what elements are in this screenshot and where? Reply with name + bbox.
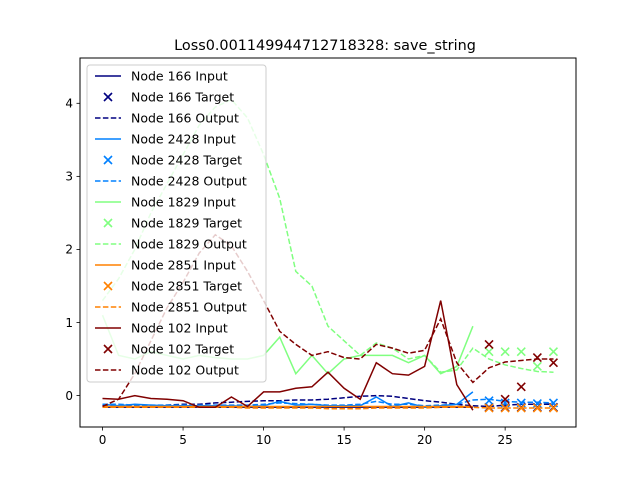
node-2428-target-point — [484, 396, 494, 406]
node-2851-target-point — [548, 403, 559, 413]
y-tick-label: 0 — [65, 389, 73, 403]
legend-handle-node-1829-target — [103, 218, 113, 228]
chart-title: Loss0.001149944712718328: save_string — [174, 38, 476, 54]
node-102-target-point — [516, 382, 526, 392]
node-102-output-line — [102, 233, 554, 408]
node-102-target-point — [500, 394, 510, 404]
x-tick-label: 5 — [179, 433, 187, 447]
legend-label-node-102-target: Node 102 Target — [131, 342, 234, 357]
axis-ticks: 0 5 10 15 20 25 0 1 2 3 4 — [65, 97, 512, 447]
legend-box — [86, 64, 267, 383]
node-102-input-line — [102, 300, 474, 411]
node-2851-target-point — [500, 403, 510, 413]
legend-label-node-1829-input: Node 1829 Input — [131, 195, 236, 210]
node-2428-output-line — [102, 398, 554, 407]
x-tick-label: 15 — [336, 433, 351, 447]
x-tick-label: 25 — [498, 433, 513, 447]
legend-label-node-166-output: Node 166 Output — [131, 111, 239, 126]
node-2851-target-point — [532, 403, 542, 413]
x-tick-label: 10 — [256, 433, 271, 447]
node-102-target-point — [548, 358, 559, 368]
legend-label-node-102-output: Node 102 Output — [131, 363, 239, 378]
legend-label-node-1829-target: Node 1829 Target — [131, 216, 242, 231]
legend-label-node-2851-target: Node 2851 Target — [131, 279, 242, 294]
node-1829-target-point — [548, 347, 559, 357]
y-tick-label: 2 — [65, 243, 73, 257]
legend-label-node-2428-input: Node 2428 Input — [131, 132, 236, 147]
legend-label-node-166-input: Node 166 Input — [131, 69, 228, 84]
legend-label-node-2851-output: Node 2851 Output — [131, 300, 247, 315]
y-tick-label: 1 — [65, 316, 73, 330]
legend-label-node-102-input: Node 102 Input — [131, 321, 228, 336]
plot-area — [101, 98, 559, 413]
node-102-target-point — [484, 339, 494, 349]
node-1829-target-point — [532, 361, 542, 371]
legend-handle-node-2851-target — [103, 281, 113, 291]
legend: Node 166 Input Node 166 Target Node 166 Ou… — [86, 64, 267, 383]
y-tick-label: 3 — [65, 170, 73, 184]
node-102-target-point — [532, 353, 542, 363]
node-1829-target-point — [500, 347, 510, 357]
legend-label-node-1829-output: Node 1829 Output — [131, 237, 247, 252]
node-1829-target-point — [484, 347, 494, 357]
legend-handle-node-102-target — [103, 344, 113, 354]
y-tick-label: 4 — [65, 97, 73, 111]
x-tick-label: 0 — [99, 433, 107, 447]
legend-handle-node-2428-target — [103, 155, 113, 165]
node-1829-target-point — [516, 347, 526, 357]
x-tick-label: 20 — [417, 433, 432, 447]
node-2851-output-line — [102, 406, 554, 410]
axes-frame — [79, 57, 577, 428]
legend-handle-node-166-target — [103, 92, 113, 102]
node-1829-output-line — [101, 98, 554, 373]
node-2851-target-point — [484, 403, 494, 413]
legend-label-node-2428-target: Node 2428 Target — [131, 153, 242, 168]
legend-label-node-2428-output: Node 2428 Output — [131, 174, 247, 189]
node-2851-target-point — [516, 403, 526, 413]
legend-label-node-166-target: Node 166 Target — [131, 90, 234, 105]
legend-label-node-2851-input: Node 2851 Input — [131, 258, 236, 273]
